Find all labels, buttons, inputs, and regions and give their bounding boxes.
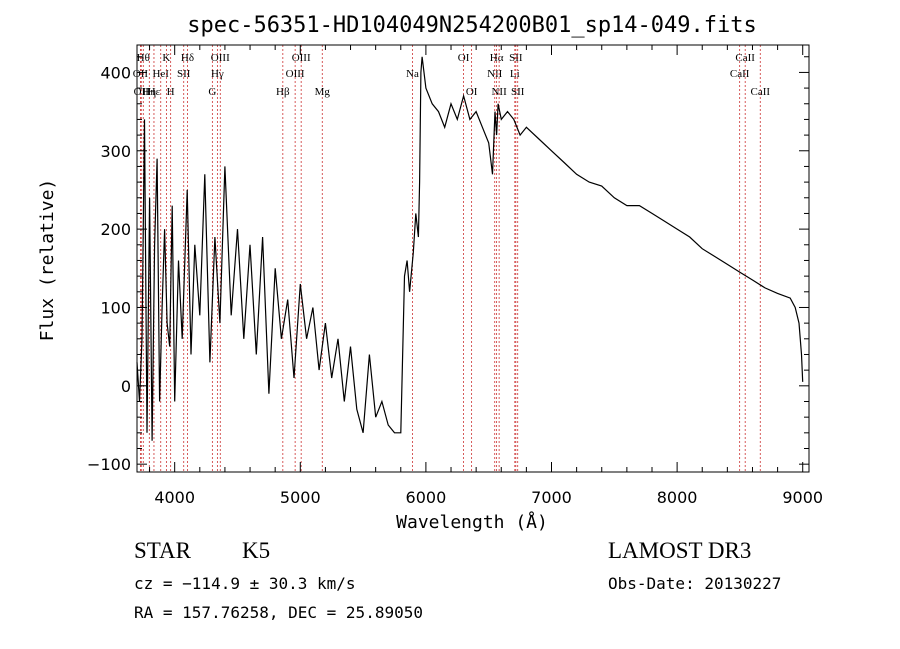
chart-title: spec-56351-HD104049N254200B01_sp14-049.f… xyxy=(187,13,757,38)
redshift-text: cz = −114.9 ± 30.3 km/s xyxy=(134,574,356,593)
marker-label-16: Mg xyxy=(315,86,331,98)
y-tick-label-400: 400 xyxy=(100,63,131,82)
marker-label-1: OII xyxy=(133,68,149,80)
y-tick-label--100: −100 xyxy=(87,455,131,474)
x-axis: 4000 5000 6000 7000 8000 9000 xyxy=(149,45,823,507)
marker-label-27: CaII xyxy=(735,52,755,64)
marker-label-26: CaII xyxy=(730,68,750,80)
x-tick-label-4000: 4000 xyxy=(154,488,195,507)
marker-label-11: Hγ xyxy=(211,68,224,80)
marker-label-25: SII xyxy=(511,86,525,98)
marker-label-17: Na xyxy=(406,68,419,80)
marker-label-4: Hε xyxy=(148,86,161,98)
marker-label-12: OIII xyxy=(211,52,230,64)
marker-label-21: Hα xyxy=(490,52,504,64)
marker-label-15: OIII xyxy=(292,52,311,64)
x-tick-label-8000: 8000 xyxy=(657,488,698,507)
marker-label-14: OIII xyxy=(286,68,305,80)
marker-label-19: OI xyxy=(466,86,478,98)
marker-label-2: OII xyxy=(134,86,150,98)
x-tick-label-5000: 5000 xyxy=(280,488,321,507)
y-tick-label-200: 200 xyxy=(100,220,131,239)
marker-label-0: Hθ xyxy=(137,52,150,64)
marker-label-8: SII xyxy=(177,68,191,80)
y-axis-label: Flux (relative) xyxy=(37,179,58,342)
marker-label-6: K xyxy=(162,52,170,64)
coordinates-text: RA = 157.76258, DEC = 25.89050 xyxy=(134,603,423,622)
marker-label-24: SII xyxy=(509,52,523,64)
plot-frame xyxy=(136,44,810,473)
marker-label-28: CaII xyxy=(750,86,770,98)
class-label: STAR xyxy=(134,538,191,563)
marker-label-18: OI xyxy=(458,52,470,64)
obs-date-text: Obs-Date: 20130227 xyxy=(608,574,782,593)
marker-label-22: NII xyxy=(491,86,507,98)
survey-label: LAMOST DR3 xyxy=(608,538,752,563)
marker-label-7: H xyxy=(167,86,175,98)
y-tick-label-0: 0 xyxy=(121,377,131,396)
marker-label-5: HeI xyxy=(152,68,169,80)
marker-label-13: Hβ xyxy=(276,86,290,98)
x-tick-label-7000: 7000 xyxy=(531,488,572,507)
marker-label-23: Li xyxy=(510,68,520,80)
marker-label-10: G xyxy=(208,86,216,98)
y-tick-label-300: 300 xyxy=(100,142,131,161)
y-axis: −100 0 100 200 300 400 xyxy=(87,56,809,474)
subclass-label: K5 xyxy=(242,538,271,563)
marker-label-9: Hδ xyxy=(181,52,194,64)
spectrum-line xyxy=(136,56,804,441)
y-tick-label-100: 100 xyxy=(100,298,131,317)
x-tick-label-9000: 9000 xyxy=(782,488,823,507)
x-tick-label-6000: 6000 xyxy=(406,488,447,507)
marker-label-20: NII xyxy=(487,68,503,80)
x-axis-label: Wavelength (Å) xyxy=(396,511,548,533)
marker-label-3: Hη xyxy=(142,86,156,98)
